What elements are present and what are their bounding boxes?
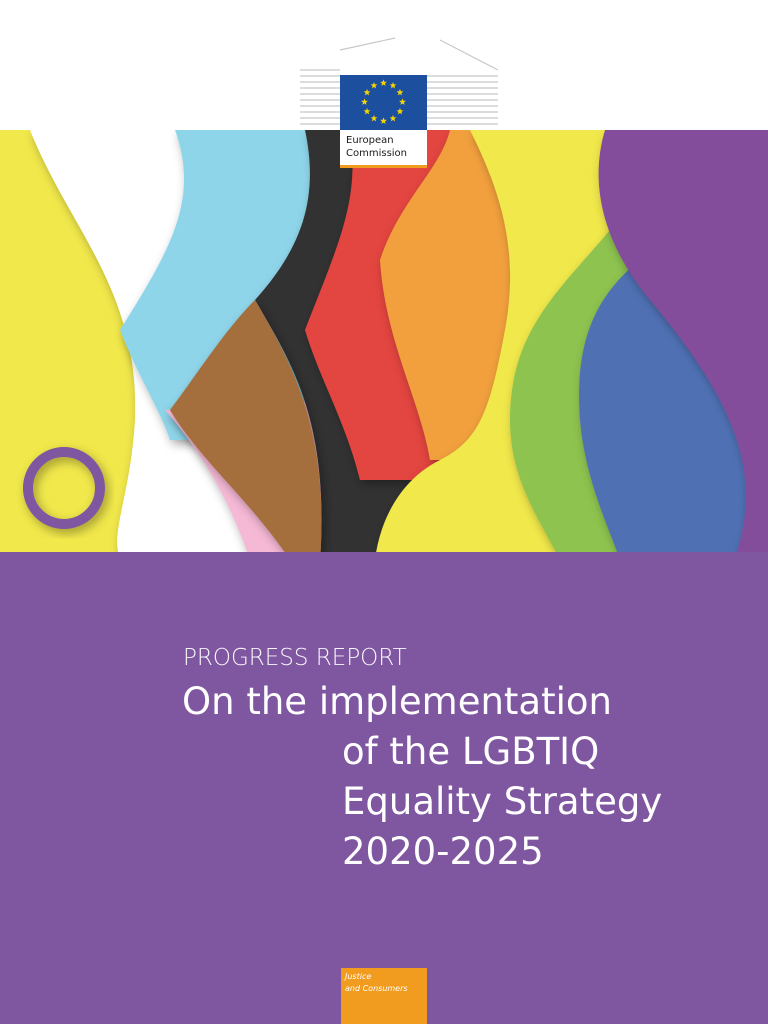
eu-star [380, 117, 387, 124]
eu-star [389, 114, 397, 122]
eu-star [370, 114, 378, 122]
title-line: Equality Strategy [342, 780, 662, 823]
eu-star [363, 107, 371, 115]
logo: European Commission [300, 37, 499, 168]
eu-star [370, 81, 378, 89]
eu-star [389, 81, 397, 89]
eu-star [396, 107, 404, 115]
eu-star [396, 88, 404, 96]
eu-star [399, 98, 406, 105]
eu-star [361, 98, 368, 105]
title-line: 2020-2025 [342, 830, 544, 873]
department-tag [341, 968, 427, 1024]
eu-star [380, 79, 387, 86]
department-text: Justice [343, 972, 371, 981]
title-line: of the LGBTIQ [342, 730, 599, 773]
artwork [0, 130, 768, 552]
title-line: On the implementation [182, 680, 612, 723]
title-panel [0, 552, 768, 1024]
report-label: PROGRESS REPORT [183, 645, 407, 671]
logo-text: European [346, 135, 394, 146]
department-text: and Consumers [345, 984, 408, 993]
logo-text: Commission [346, 148, 407, 159]
eu-star [363, 88, 371, 96]
